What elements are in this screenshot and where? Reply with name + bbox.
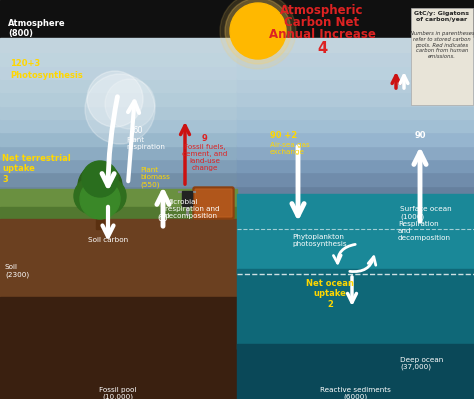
Circle shape: [105, 79, 155, 129]
Text: 60: 60: [133, 126, 143, 135]
Circle shape: [90, 178, 126, 214]
Text: Plant
respiration: Plant respiration: [126, 137, 165, 150]
Text: Net ocean
uptake
2: Net ocean uptake 2: [306, 279, 354, 309]
Text: Annual Increase: Annual Increase: [269, 28, 375, 41]
Bar: [182, 191, 192, 206]
Text: Respiration
and
decomposition: Respiration and decomposition: [398, 221, 451, 241]
Bar: [237, 269, 474, 349]
Bar: [237, 38, 474, 52]
Bar: [0, 145, 237, 159]
Bar: [0, 219, 237, 299]
Bar: [0, 207, 237, 221]
Bar: [0, 38, 237, 52]
Circle shape: [230, 3, 286, 59]
Bar: [237, 171, 474, 186]
Text: GtC/y: Gigatons
of carbon/year: GtC/y: Gigatons of carbon/year: [414, 11, 470, 22]
Bar: [0, 158, 237, 172]
FancyBboxPatch shape: [193, 187, 234, 219]
Text: 60: 60: [158, 214, 168, 223]
Bar: [237, 51, 474, 66]
Bar: [0, 105, 237, 119]
Text: Surface ocean
(1000): Surface ocean (1000): [400, 206, 452, 219]
Text: Carbon Net: Carbon Net: [284, 16, 360, 29]
Text: Atmospheric: Atmospheric: [280, 4, 364, 17]
Bar: [237, 131, 474, 146]
Bar: [237, 344, 474, 399]
Circle shape: [74, 178, 110, 214]
Text: Numbers in parentheses
refer to stored carbon
pools. Red indicates
carbon from h: Numbers in parentheses refer to stored c…: [410, 31, 474, 59]
Text: Plant
biomass
(550): Plant biomass (550): [140, 167, 170, 188]
Text: Phytoplankton
photosynthesis: Phytoplankton photosynthesis: [292, 234, 346, 247]
Text: Fossil pool
(10,000): Fossil pool (10,000): [100, 387, 137, 399]
Bar: [0, 0, 474, 39]
Text: Soil
(2300): Soil (2300): [5, 264, 29, 277]
Text: Deep ocean
(37,000): Deep ocean (37,000): [400, 357, 443, 371]
Bar: [0, 297, 237, 399]
Circle shape: [220, 0, 296, 69]
Circle shape: [225, 0, 291, 64]
Circle shape: [85, 74, 155, 144]
Text: Air-sea gas
exchange: Air-sea gas exchange: [270, 142, 310, 155]
Bar: [0, 185, 237, 199]
Text: 90: 90: [414, 131, 426, 140]
FancyBboxPatch shape: [195, 189, 232, 217]
Bar: [0, 65, 237, 79]
Bar: [0, 51, 237, 66]
Circle shape: [80, 179, 120, 219]
Bar: [237, 118, 474, 132]
Bar: [0, 78, 237, 92]
Text: Soil carbon: Soil carbon: [88, 237, 128, 243]
Bar: [237, 194, 474, 274]
Text: Reactive sediments
(6000): Reactive sediments (6000): [319, 387, 391, 399]
Text: Net terrestrial
uptake
3: Net terrestrial uptake 3: [2, 154, 71, 184]
Bar: [0, 171, 237, 186]
Bar: [237, 65, 474, 79]
Circle shape: [78, 164, 122, 208]
Text: Atmosphere
(800): Atmosphere (800): [8, 19, 65, 38]
Bar: [237, 105, 474, 119]
Bar: [237, 78, 474, 92]
Bar: [0, 189, 237, 209]
Bar: [0, 131, 237, 146]
Text: Microbial
respiration and
decomposition: Microbial respiration and decomposition: [165, 199, 219, 219]
Text: 90 +2: 90 +2: [270, 131, 297, 140]
Bar: [96, 204, 104, 229]
Circle shape: [82, 161, 118, 197]
Bar: [237, 185, 474, 199]
Text: 120+3: 120+3: [10, 59, 40, 68]
Bar: [237, 145, 474, 159]
Circle shape: [87, 71, 143, 127]
FancyBboxPatch shape: [411, 8, 473, 105]
Text: 9: 9: [202, 134, 208, 143]
Bar: [237, 91, 474, 106]
Text: Fossil fuels,
cement, and
land-use
change: Fossil fuels, cement, and land-use chang…: [182, 144, 228, 171]
Bar: [0, 91, 237, 106]
Text: 4: 4: [317, 41, 327, 56]
Bar: [237, 158, 474, 172]
Text: Photosynthesis: Photosynthesis: [10, 71, 83, 80]
Bar: [0, 118, 237, 132]
